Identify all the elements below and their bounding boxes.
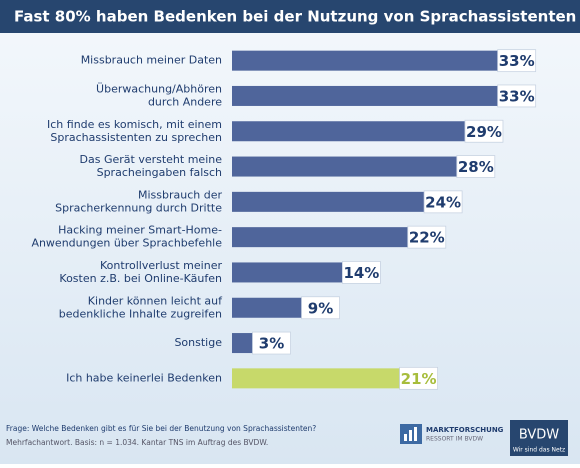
value-label: 9%: [308, 299, 333, 317]
bar: [232, 121, 469, 142]
value-label-box: [407, 225, 447, 249]
value-label: 22%: [409, 229, 445, 247]
value-label-box: [301, 296, 340, 320]
logo-subtitle: RESSORT IM BVDW: [426, 436, 483, 443]
category-label: Das Gerät versteht meine: [80, 153, 223, 166]
category-label: Spracherkennung durch Dritte: [55, 201, 222, 214]
category-label: durch Andere: [148, 95, 222, 108]
title-bar: [0, 0, 580, 33]
brand: BVDW: [519, 428, 559, 443]
category-label: Kontrollverlust meiner: [100, 259, 222, 272]
category-label: Kosten z.B. bei Online-Käufen: [59, 272, 222, 285]
bar: [232, 333, 257, 354]
value-label-box: [497, 84, 537, 108]
chart-title: Fast 80% haben Bedenken bei der Nutzung …: [14, 8, 576, 26]
value-label-box: [399, 366, 439, 390]
bar: [232, 227, 412, 248]
category-label: Missbrauch der: [138, 188, 222, 201]
bar: [232, 262, 347, 283]
logo-icon-bar: [409, 430, 412, 441]
value-label: 14%: [343, 264, 379, 282]
value-label: 28%: [458, 158, 494, 176]
value-label: 3%: [259, 335, 284, 353]
bar: [232, 191, 429, 212]
category-label: Ich finde es komisch, mit einem: [47, 118, 222, 131]
bar: [232, 368, 404, 389]
bar: [232, 156, 461, 177]
value-label-box: [456, 155, 496, 178]
value-label: 29%: [466, 123, 502, 141]
category-label: Anwendungen über Sprachbefehle: [31, 237, 222, 250]
bar: [232, 297, 306, 318]
footer-question: Frage: Welche Bedenken gibt es für Sie b…: [6, 424, 316, 433]
value-label: 24%: [425, 193, 461, 211]
category-label: Sonstige: [174, 336, 222, 349]
category-label: Kinder können leicht auf: [88, 294, 223, 307]
value-label: 33%: [499, 52, 535, 70]
footer-note: Mehrfachantwort. Basis: n = 1.034. Kanta…: [6, 438, 268, 447]
category-label: Sprachassistenten zu sprechen: [50, 131, 222, 144]
value-label-box: [252, 331, 291, 355]
category-label: Spracheingaben falsch: [97, 166, 222, 179]
bar: [232, 85, 502, 106]
value-label-box: [464, 119, 504, 143]
category-label: Überwachung/Abhören: [96, 82, 222, 95]
plot: Missbrauch meiner Daten 33% Überwachung/Ab…: [31, 49, 537, 390]
logo-icon-bar: [414, 427, 417, 441]
brand-box: [510, 420, 568, 456]
category-label: bedenkliche Inhalte zugreifen: [59, 307, 222, 320]
logo-icon-bar: [404, 434, 407, 441]
category-label: Hacking meiner Smart-Home-: [58, 224, 222, 237]
value-label: 33%: [499, 87, 535, 105]
value-label-box: [497, 49, 537, 73]
brand-slogan: Wir sind das Netz: [513, 447, 565, 454]
category-label: Missbrauch meiner Daten: [81, 54, 222, 67]
category-label: Ich habe keinerlei Bedenken: [66, 371, 222, 384]
value-label-box: [423, 190, 463, 214]
value-label: 21%: [401, 370, 437, 388]
logo-title: MARKTFORSCHUNG: [426, 426, 504, 434]
value-label-box: [341, 261, 381, 284]
bar: [232, 50, 502, 71]
